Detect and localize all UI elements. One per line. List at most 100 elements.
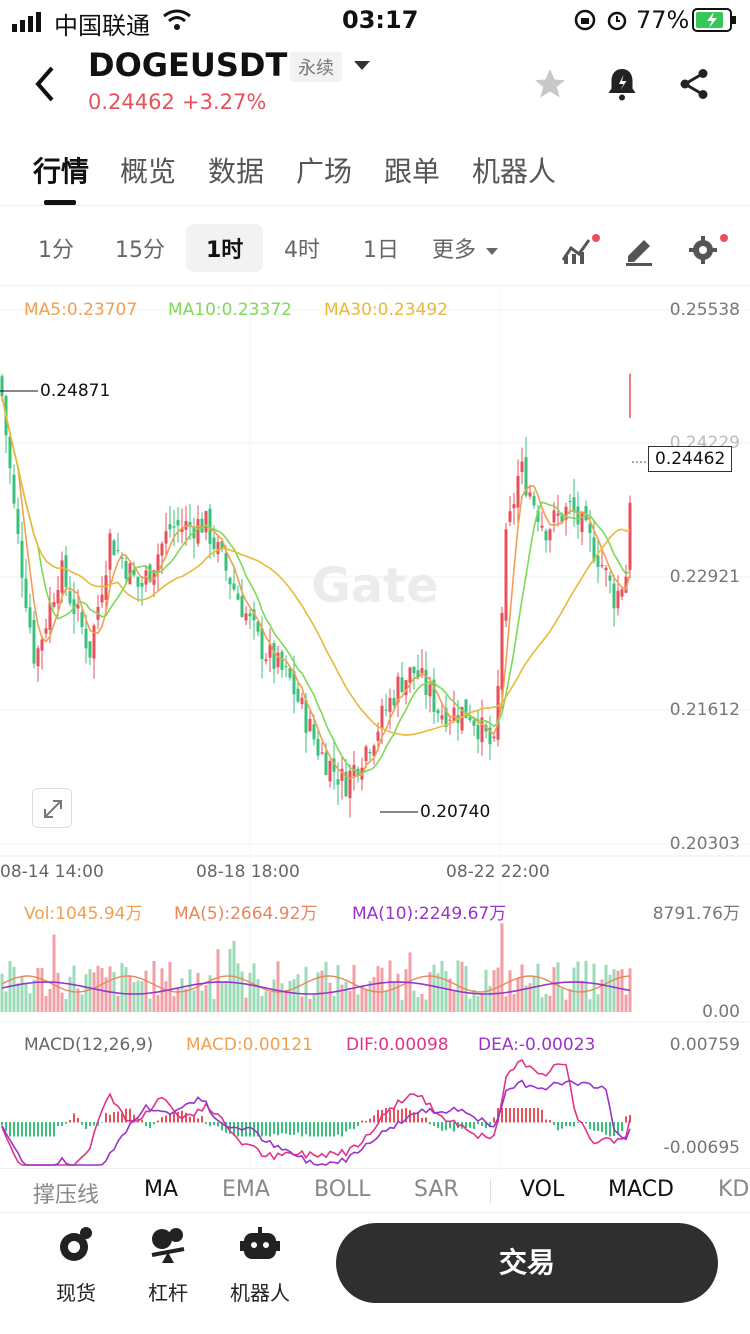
volume-bar bbox=[452, 989, 456, 1012]
star-icon[interactable] bbox=[532, 66, 568, 106]
macd-histogram-bar bbox=[525, 1108, 527, 1123]
vol-axis-max: 8791.76万 bbox=[652, 904, 740, 924]
macd-histogram-bar bbox=[245, 1122, 247, 1137]
volume-bar bbox=[88, 969, 92, 1012]
trade-button[interactable]: 交易 bbox=[336, 1223, 718, 1303]
volume-bar bbox=[548, 995, 552, 1012]
candle bbox=[492, 736, 496, 739]
share-icon[interactable] bbox=[676, 66, 712, 106]
indicator-kd[interactable]: KD bbox=[718, 1177, 750, 1202]
macd-histogram-bar bbox=[289, 1122, 291, 1136]
volume-bar bbox=[572, 967, 576, 1012]
volume-bar bbox=[292, 979, 296, 1012]
macd-histogram-bar bbox=[601, 1122, 603, 1132]
volume-bar bbox=[372, 977, 376, 1012]
candle bbox=[164, 531, 168, 544]
macd-histogram-bar bbox=[545, 1119, 547, 1123]
volume-bar bbox=[268, 992, 272, 1012]
volume-bar bbox=[332, 995, 336, 1012]
volume-bar bbox=[56, 972, 60, 1012]
symbol-title[interactable]: DOGEUSDT bbox=[88, 46, 288, 84]
macd-histogram-bar bbox=[173, 1112, 175, 1123]
timeframe-more[interactable]: 更多 bbox=[432, 238, 477, 263]
expand-icon[interactable] bbox=[32, 788, 72, 828]
dropdown-icon[interactable] bbox=[352, 58, 372, 77]
tab-market[interactable]: 行情 bbox=[33, 155, 90, 188]
macd-histogram-bar bbox=[181, 1110, 183, 1123]
nav-bot[interactable]: 机器人 bbox=[220, 1225, 300, 1306]
volume-bar bbox=[448, 978, 452, 1012]
macd-histogram-bar bbox=[93, 1122, 95, 1126]
timeframe-4h[interactable]: 4时 bbox=[284, 238, 320, 263]
macd-histogram-bar bbox=[249, 1122, 251, 1137]
volume-bar bbox=[336, 965, 340, 1012]
tab-square[interactable]: 广场 bbox=[296, 155, 353, 188]
kline-chart[interactable]: Gate bbox=[0, 290, 750, 1170]
more-chevron-icon bbox=[486, 242, 498, 261]
candle bbox=[60, 560, 64, 593]
macd-histogram-bar bbox=[473, 1122, 475, 1130]
indicator-boll[interactable]: BOLL bbox=[314, 1177, 371, 1202]
candle bbox=[376, 731, 380, 741]
candle bbox=[420, 668, 424, 674]
volume-bar bbox=[240, 971, 244, 1012]
candle bbox=[336, 779, 340, 785]
volume-bar bbox=[92, 972, 96, 1012]
nav-spot[interactable]: 现货 bbox=[36, 1225, 116, 1306]
tab-data[interactable]: 数据 bbox=[208, 155, 265, 188]
candle bbox=[268, 644, 272, 658]
indicator-support-resistance[interactable]: 撑压线 bbox=[33, 1183, 100, 1208]
candle bbox=[528, 492, 532, 497]
indicator-sar[interactable]: SAR bbox=[414, 1177, 459, 1202]
volume-bar bbox=[304, 966, 308, 1012]
macd-histogram-bar bbox=[493, 1117, 495, 1123]
indicator-icon[interactable] bbox=[560, 234, 600, 270]
macd-value: MACD:0.00121 bbox=[186, 1035, 313, 1055]
candle bbox=[280, 651, 284, 670]
macd-histogram-bar bbox=[373, 1115, 375, 1123]
timeframe-1d[interactable]: 1日 bbox=[363, 238, 399, 263]
timeframe-15m[interactable]: 15分 bbox=[115, 238, 165, 263]
volume-bar bbox=[168, 961, 172, 1012]
back-icon[interactable] bbox=[30, 64, 58, 108]
alert-icon[interactable] bbox=[604, 66, 640, 106]
volume-bar bbox=[608, 974, 612, 1012]
macd-histogram-bar bbox=[317, 1122, 319, 1137]
candle bbox=[540, 525, 544, 528]
timeframe-1h[interactable]: 1时 bbox=[186, 224, 264, 272]
volume-bar bbox=[156, 995, 160, 1012]
tab-overview[interactable]: 概览 bbox=[120, 155, 177, 188]
nav-bot-label: 机器人 bbox=[230, 1281, 290, 1305]
tab-bots[interactable]: 机器人 bbox=[472, 155, 557, 188]
timeframe-1m[interactable]: 1分 bbox=[38, 238, 74, 263]
volume-bar bbox=[496, 967, 500, 1012]
volume-bar bbox=[476, 995, 480, 1012]
settings-icon[interactable] bbox=[688, 234, 728, 270]
macd-histogram-bar bbox=[577, 1122, 579, 1123]
macd-histogram-bar bbox=[469, 1122, 471, 1128]
candle bbox=[440, 715, 444, 720]
nav-margin[interactable]: 杠杆 bbox=[128, 1225, 208, 1306]
candle bbox=[88, 641, 92, 658]
volume-bar bbox=[544, 993, 548, 1012]
candle bbox=[272, 643, 276, 669]
indicator-macd[interactable]: MACD bbox=[608, 1177, 674, 1202]
macd-histogram-bar bbox=[153, 1122, 155, 1125]
volume-bar bbox=[260, 995, 264, 1012]
time-axis-label: 08-14 14:00 bbox=[0, 862, 104, 882]
volume-bar bbox=[264, 991, 268, 1012]
macd-histogram-bar bbox=[13, 1122, 15, 1137]
draw-icon[interactable] bbox=[624, 234, 654, 270]
indicator-ema[interactable]: EMA bbox=[222, 1177, 270, 1202]
volume-bar bbox=[160, 968, 164, 1012]
macd-histogram-bar bbox=[409, 1110, 411, 1123]
macd-histogram-bar bbox=[357, 1122, 359, 1127]
candle bbox=[32, 620, 36, 664]
indicator-ma[interactable]: MA bbox=[144, 1177, 179, 1202]
candle bbox=[244, 613, 248, 621]
dif-line bbox=[1, 1058, 631, 1166]
candle bbox=[368, 751, 372, 754]
tab-copy-trading[interactable]: 跟单 bbox=[384, 155, 441, 188]
indicator-vol[interactable]: VOL bbox=[520, 1177, 565, 1202]
macd-histogram-bar bbox=[389, 1109, 391, 1123]
